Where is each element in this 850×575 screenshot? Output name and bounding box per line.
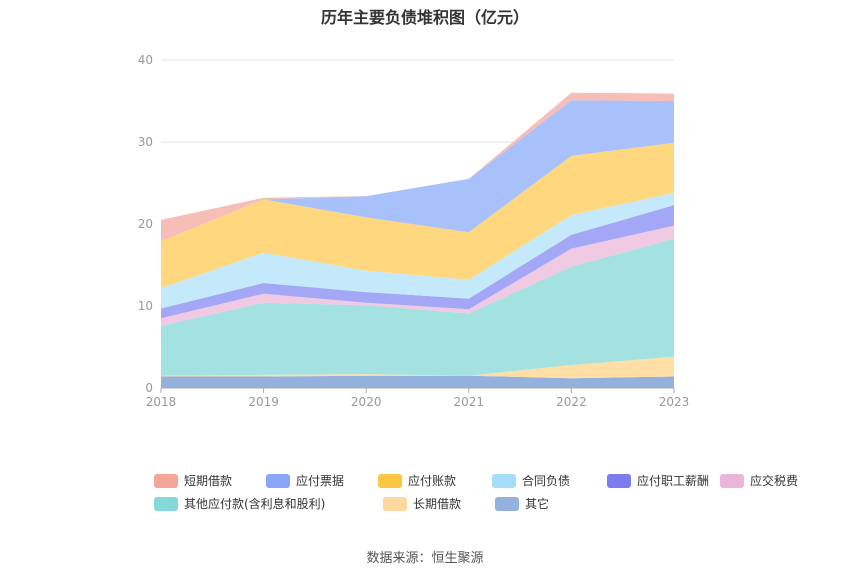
legend-swatch xyxy=(492,473,516,488)
area-series-4 xyxy=(161,205,674,319)
legend-swatch xyxy=(383,496,407,511)
legend-item[interactable]: 应交税费 xyxy=(720,472,798,489)
area-series-1 xyxy=(161,356,674,379)
area-series-2 xyxy=(161,238,674,376)
area-series-3 xyxy=(161,225,674,326)
legend-item[interactable]: 合同负债 xyxy=(492,472,570,489)
area-series-5 xyxy=(161,192,674,309)
legend-item[interactable]: 长期借款 xyxy=(383,495,461,512)
legend-item[interactable]: 应付账款 xyxy=(378,472,456,489)
legend-label: 其它 xyxy=(525,497,550,511)
x-tick-label: 2018 xyxy=(146,395,177,409)
legend-label: 合同负债 xyxy=(522,474,571,488)
x-tick-label: 2020 xyxy=(351,395,382,409)
legend-item[interactable]: 短期借款 xyxy=(154,472,232,489)
y-tick-label: 40 xyxy=(138,53,153,67)
area-series-6 xyxy=(161,142,674,288)
y-tick-label: 0 xyxy=(145,381,153,395)
legend-label: 应付票据 xyxy=(296,474,345,488)
legend-label: 其他应付款(含利息和股利) xyxy=(184,497,326,511)
legend-swatch xyxy=(495,496,519,511)
legend-label: 应付职工薪酬 xyxy=(637,474,710,488)
area-series-7 xyxy=(161,100,674,242)
legend-item[interactable]: 其他应付款(含利息和股利) xyxy=(154,495,325,512)
legend-label: 短期借款 xyxy=(184,474,233,488)
legend-label: 应付账款 xyxy=(408,474,457,488)
x-tick-label: 2021 xyxy=(454,395,485,409)
axes: 0 10 20 30 40 2018 2019 2020 2021 2022 2023 xyxy=(138,53,690,409)
legend-label: 应交税费 xyxy=(750,474,799,488)
legend-swatch xyxy=(154,473,178,488)
y-tick-label: 10 xyxy=(138,299,153,313)
legend-label: 长期借款 xyxy=(413,497,462,511)
legend-swatch xyxy=(266,473,290,488)
legend-item[interactable]: 应付职工薪酬 xyxy=(607,472,709,489)
y-tick-label: 30 xyxy=(138,135,153,149)
legend-item[interactable]: 其它 xyxy=(495,495,549,512)
y-tick-label: 20 xyxy=(138,217,153,231)
x-tick-label: 2019 xyxy=(248,395,279,409)
chart-title: 历年主要负债堆积图（亿元） xyxy=(320,8,529,27)
legend-swatch xyxy=(607,473,631,488)
legend-swatch xyxy=(378,473,402,488)
x-tick-label: 2023 xyxy=(659,395,690,409)
legend-swatch xyxy=(720,473,744,488)
legend-swatch xyxy=(154,496,178,511)
legend-item[interactable]: 应付票据 xyxy=(266,472,344,489)
area-series-0 xyxy=(161,375,674,388)
data-source: 数据来源：恒生聚源 xyxy=(366,551,484,566)
stacked-areas xyxy=(161,92,674,388)
x-tick-label: 2022 xyxy=(556,395,587,409)
